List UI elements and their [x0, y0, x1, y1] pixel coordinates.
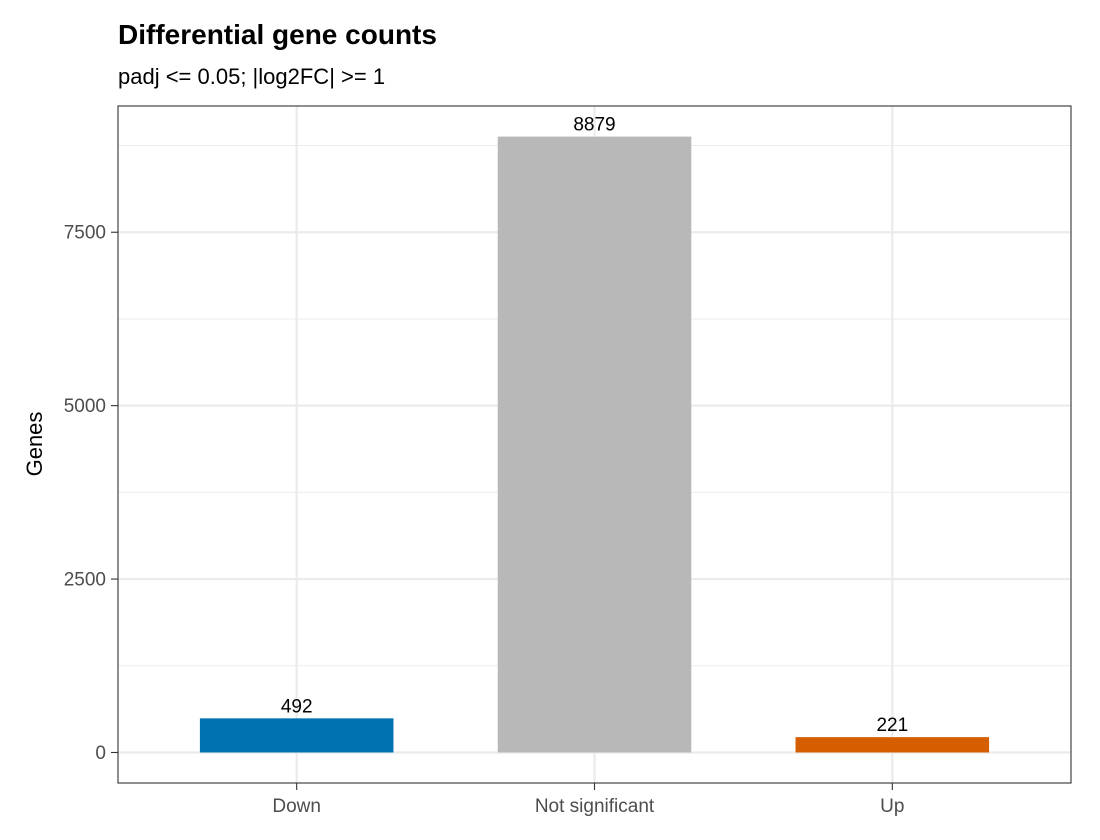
data-label: 8879 [573, 115, 615, 136]
y-tick-label: 0 [95, 743, 106, 764]
y-tick-label: 2500 [64, 570, 106, 591]
bar-down [199, 718, 394, 753]
bar-up [795, 737, 990, 753]
y-tick-label: 5000 [64, 396, 106, 417]
data-label: 492 [281, 696, 313, 717]
x-tick-label: Up [880, 796, 904, 817]
bar-not-significant [497, 136, 692, 753]
chart-title: Differential gene counts [118, 19, 437, 50]
chart-subtitle: padj <= 0.05; |log2FC| >= 1 [118, 64, 385, 89]
x-tick-label: Not significant [535, 796, 655, 817]
y-axis: 0 2500 5000 7500 [64, 223, 118, 764]
bars [199, 136, 990, 753]
data-label: 221 [876, 715, 908, 736]
x-axis: Down Not significant Up [272, 783, 904, 817]
x-tick-label: Down [272, 796, 321, 817]
y-axis-title: Genes [22, 412, 47, 477]
data-labels: 492 8879 221 [281, 115, 908, 737]
y-tick-label: 7500 [64, 223, 106, 244]
